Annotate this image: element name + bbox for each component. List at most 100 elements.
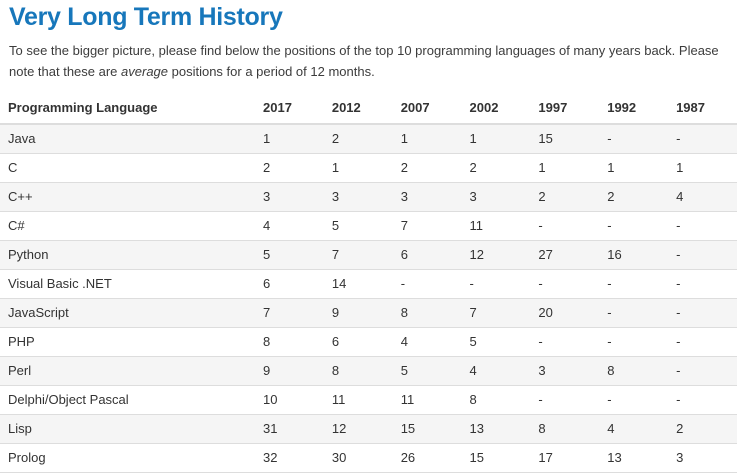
- cell-position: 3: [392, 181, 462, 211]
- table-row: Prolog 32 30 26 15 17 13 3: [0, 442, 737, 472]
- cell-position: -: [668, 297, 737, 327]
- cell-position: 1: [263, 130, 271, 146]
- cell-language: Visual Basic .NET: [0, 268, 255, 298]
- cell-position: 3: [461, 181, 531, 211]
- cell-position: 8: [530, 413, 600, 443]
- cell-position: 7: [323, 239, 393, 269]
- cell-position: 9: [255, 355, 324, 385]
- cell-position: 6: [392, 239, 462, 269]
- cell-position: 11: [392, 384, 462, 414]
- table-body: Java 1 2 1 1 15- - C 2 1 2 2 1 1 1 C++ 3 3 3 3 2 2 4 C# 4 5 7 11- - -…: [0, 123, 737, 472]
- cell-position: 5: [323, 210, 393, 240]
- cell-position: 2: [668, 413, 737, 443]
- intro-text-after: positions for a period of 12 months.: [168, 63, 375, 79]
- cell-position: 11: [461, 210, 531, 240]
- cell-position: 4: [461, 355, 531, 385]
- cell-position: 2: [530, 181, 600, 211]
- cell-position: 8: [255, 326, 324, 356]
- cell-position: 1: [323, 152, 393, 182]
- cell-position: 9: [323, 297, 393, 327]
- cell-position: 14: [323, 268, 393, 298]
- cell-language: PHP: [0, 326, 255, 356]
- cell-position: 1: [400, 130, 408, 146]
- cell-position: -: [392, 268, 462, 298]
- cell-position: -: [668, 326, 737, 356]
- cell-position: 16: [599, 239, 669, 269]
- cell-position: 6: [323, 326, 393, 356]
- cell-position: 5: [392, 355, 462, 385]
- cell-position: 15: [538, 130, 553, 146]
- cell-language: Prolog: [0, 442, 255, 472]
- cell-position: 4: [255, 210, 324, 240]
- table-row: Visual Basic .NET 6 14- - - - -: [0, 268, 737, 298]
- column-header-year-1992: 1992: [599, 92, 669, 125]
- cell-language: Delphi/Object Pascal: [0, 384, 255, 414]
- cell-position: -: [668, 355, 737, 385]
- column-header-year-1987: 1987: [668, 92, 737, 125]
- cell-position: -: [599, 297, 669, 327]
- cell-position: -: [530, 210, 600, 240]
- cell-position: 4: [392, 326, 462, 356]
- cell-position: 15: [461, 442, 531, 472]
- cell-position: -: [668, 384, 737, 414]
- column-header-year-2012: 2012: [323, 92, 393, 125]
- cell-position: 30: [323, 442, 393, 472]
- cell-position: 3: [323, 181, 393, 211]
- cell-language: Java: [8, 130, 36, 146]
- cell-position: -: [461, 268, 531, 298]
- cell-position: 1: [668, 152, 737, 182]
- cell-position: 3: [255, 181, 324, 211]
- cell-position: 8: [599, 355, 669, 385]
- page-title: Very Long Term History: [9, 3, 283, 31]
- cell-position: -: [668, 239, 737, 269]
- cell-position: 2: [599, 181, 669, 211]
- intro-text-before: To see the bigger picture, please find b…: [9, 42, 719, 79]
- table-row: Lisp 31 12 15 13 8 4 2: [0, 413, 737, 443]
- very-long-term-history-table: Programming Language 2017 2012 2007 2002 1997…: [0, 92, 737, 473]
- cell-position: 31: [255, 413, 324, 443]
- cell-language: Perl: [0, 355, 255, 385]
- cell-position: 17: [530, 442, 600, 472]
- cell-position: -: [530, 268, 600, 298]
- intro-text: To see the bigger picture, please find b…: [9, 40, 728, 82]
- table-row: C++ 3 3 3 3 2 2 4: [0, 181, 737, 211]
- cell-position: -: [530, 384, 600, 414]
- column-header-year-2017: 2017: [255, 92, 324, 125]
- cell-position: 2: [461, 152, 531, 182]
- table-row: C# 4 5 7 11- - -: [0, 210, 737, 240]
- table-row: Delphi/Object Pascal 10 11 11 8- - -: [0, 384, 737, 414]
- cell-position: 5: [255, 239, 324, 269]
- cell-position: 5: [461, 326, 531, 356]
- cell-position: -: [599, 384, 669, 414]
- cell-position: 2: [331, 130, 340, 146]
- cell-position: 32: [255, 442, 324, 472]
- cell-position: 7: [392, 210, 462, 240]
- cell-position: 13: [599, 442, 669, 472]
- cell-position: 3: [530, 355, 600, 385]
- table-row: Java 1 2 1 1 15 - -: [0, 123, 737, 153]
- cell-position: 12: [323, 413, 393, 443]
- column-header-year-2002: 2002: [461, 92, 531, 125]
- cell-language: C++: [0, 181, 255, 211]
- cell-position: 1: [469, 130, 477, 146]
- cell-position: 4: [599, 413, 669, 443]
- cell-position: 8: [323, 355, 393, 385]
- cell-position: -: [676, 130, 681, 146]
- cell-position: 4: [668, 181, 737, 211]
- cell-position: 12: [461, 239, 531, 269]
- cell-position: -: [668, 210, 737, 240]
- cell-position: 11: [323, 384, 393, 414]
- table-header-row: Programming Language 2017 2012 2007 2002 1997…: [0, 92, 737, 125]
- cell-language: JavaScript: [0, 297, 255, 327]
- cell-position: -: [668, 268, 737, 298]
- cell-position: 27: [530, 239, 600, 269]
- cell-position: -: [599, 326, 669, 356]
- cell-position: 3: [668, 442, 737, 472]
- column-header-language: Programming Language: [0, 92, 255, 125]
- column-header-year-1997: 1997: [530, 92, 600, 125]
- cell-position: -: [599, 268, 669, 298]
- cell-position: 2: [392, 152, 462, 182]
- cell-position: -: [530, 326, 600, 356]
- cell-position: 7: [255, 297, 324, 327]
